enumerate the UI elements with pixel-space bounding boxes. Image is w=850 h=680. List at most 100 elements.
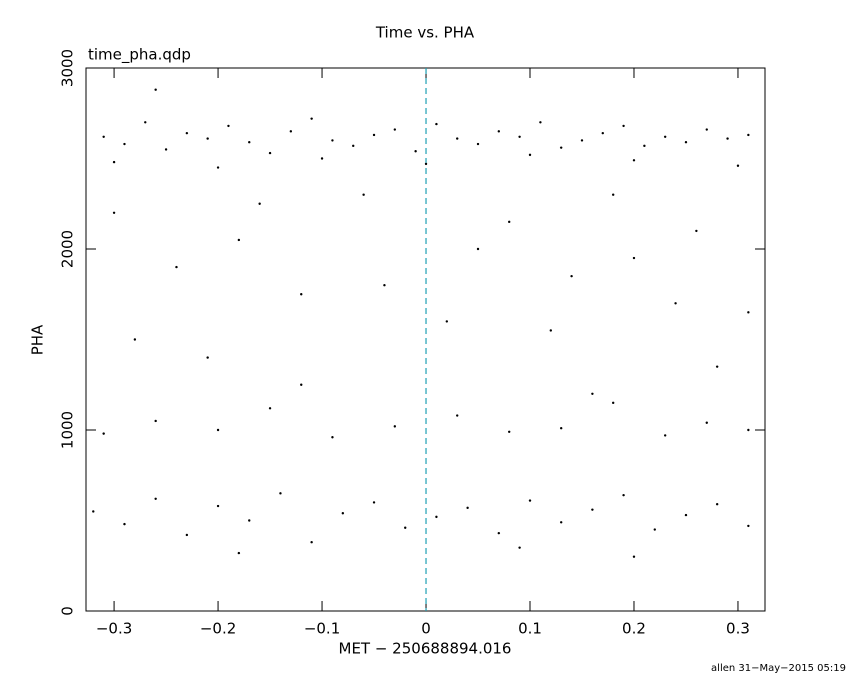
point <box>684 141 688 144</box>
point <box>112 160 116 164</box>
point <box>747 133 750 137</box>
point <box>216 504 220 508</box>
point <box>227 124 230 128</box>
y-tick-label: 3000 <box>59 49 77 87</box>
point <box>310 117 313 120</box>
point <box>435 515 438 519</box>
point <box>404 526 407 529</box>
y-axis-label: PHA <box>29 324 47 355</box>
point <box>476 247 480 251</box>
point <box>705 421 708 424</box>
point <box>435 122 438 126</box>
point <box>331 139 334 142</box>
point <box>497 130 501 133</box>
point <box>580 139 584 142</box>
point <box>508 220 511 224</box>
point <box>508 430 511 434</box>
point <box>248 141 251 144</box>
point <box>632 555 636 558</box>
point <box>736 164 740 167</box>
point <box>102 432 105 435</box>
point <box>310 541 313 544</box>
y-tick-label: 0 <box>59 606 77 616</box>
point <box>424 162 428 166</box>
x-tick-label: 0 <box>421 620 431 638</box>
point <box>591 392 594 395</box>
point <box>632 256 636 260</box>
point <box>268 151 272 155</box>
point <box>518 546 521 549</box>
point <box>611 193 615 196</box>
point <box>216 428 220 432</box>
point <box>663 434 667 437</box>
point <box>414 150 417 153</box>
point <box>185 131 189 135</box>
point <box>456 137 459 140</box>
point <box>518 135 521 138</box>
point <box>528 153 532 157</box>
point <box>216 166 220 169</box>
point <box>279 492 282 495</box>
point <box>715 365 719 368</box>
x-tick-label: −0.1 <box>304 620 340 638</box>
point <box>747 311 750 314</box>
point <box>383 284 386 287</box>
point <box>632 159 636 162</box>
subtitle: time_pha.qdp <box>88 46 191 65</box>
point <box>528 499 532 502</box>
point <box>393 425 397 428</box>
point <box>154 419 157 423</box>
point <box>684 513 688 517</box>
point <box>539 121 542 124</box>
point <box>476 142 480 146</box>
point <box>123 522 126 526</box>
point <box>206 137 209 140</box>
point <box>747 428 750 432</box>
point <box>549 329 552 332</box>
y-tick-label: 2000 <box>59 230 77 268</box>
point <box>663 135 667 138</box>
x-axis-label: MET − 250688894.016 <box>339 640 512 658</box>
point <box>185 533 189 537</box>
x-tick-label: −0.2 <box>200 620 236 638</box>
point <box>362 193 365 196</box>
point <box>622 124 625 128</box>
point <box>445 320 449 323</box>
point <box>695 229 698 233</box>
point <box>456 414 459 417</box>
footer: allen 31−May−2015 05:19 <box>711 663 846 674</box>
point <box>258 202 261 205</box>
point <box>559 146 563 149</box>
x-tick-label: 0.3 <box>726 620 750 638</box>
point <box>112 211 116 214</box>
point <box>300 383 303 386</box>
point <box>300 293 303 296</box>
point <box>601 131 604 135</box>
point <box>175 265 178 269</box>
point <box>144 121 147 124</box>
chart-title: Time vs. PHA <box>375 24 475 42</box>
point <box>611 401 615 405</box>
point <box>559 426 563 430</box>
point <box>352 144 355 148</box>
x-tick-label: 0.1 <box>518 620 542 638</box>
point <box>726 137 729 140</box>
point <box>622 493 625 497</box>
point <box>331 436 334 439</box>
point <box>393 128 397 131</box>
point <box>154 497 157 500</box>
point <box>372 133 376 137</box>
point <box>591 508 594 511</box>
point <box>154 88 157 91</box>
point <box>133 338 137 341</box>
point <box>237 551 241 555</box>
point <box>674 302 677 305</box>
point <box>643 144 646 148</box>
point <box>289 130 293 133</box>
point <box>248 519 251 522</box>
point <box>372 501 376 504</box>
point <box>653 528 656 531</box>
point <box>92 510 95 513</box>
point <box>715 503 719 506</box>
